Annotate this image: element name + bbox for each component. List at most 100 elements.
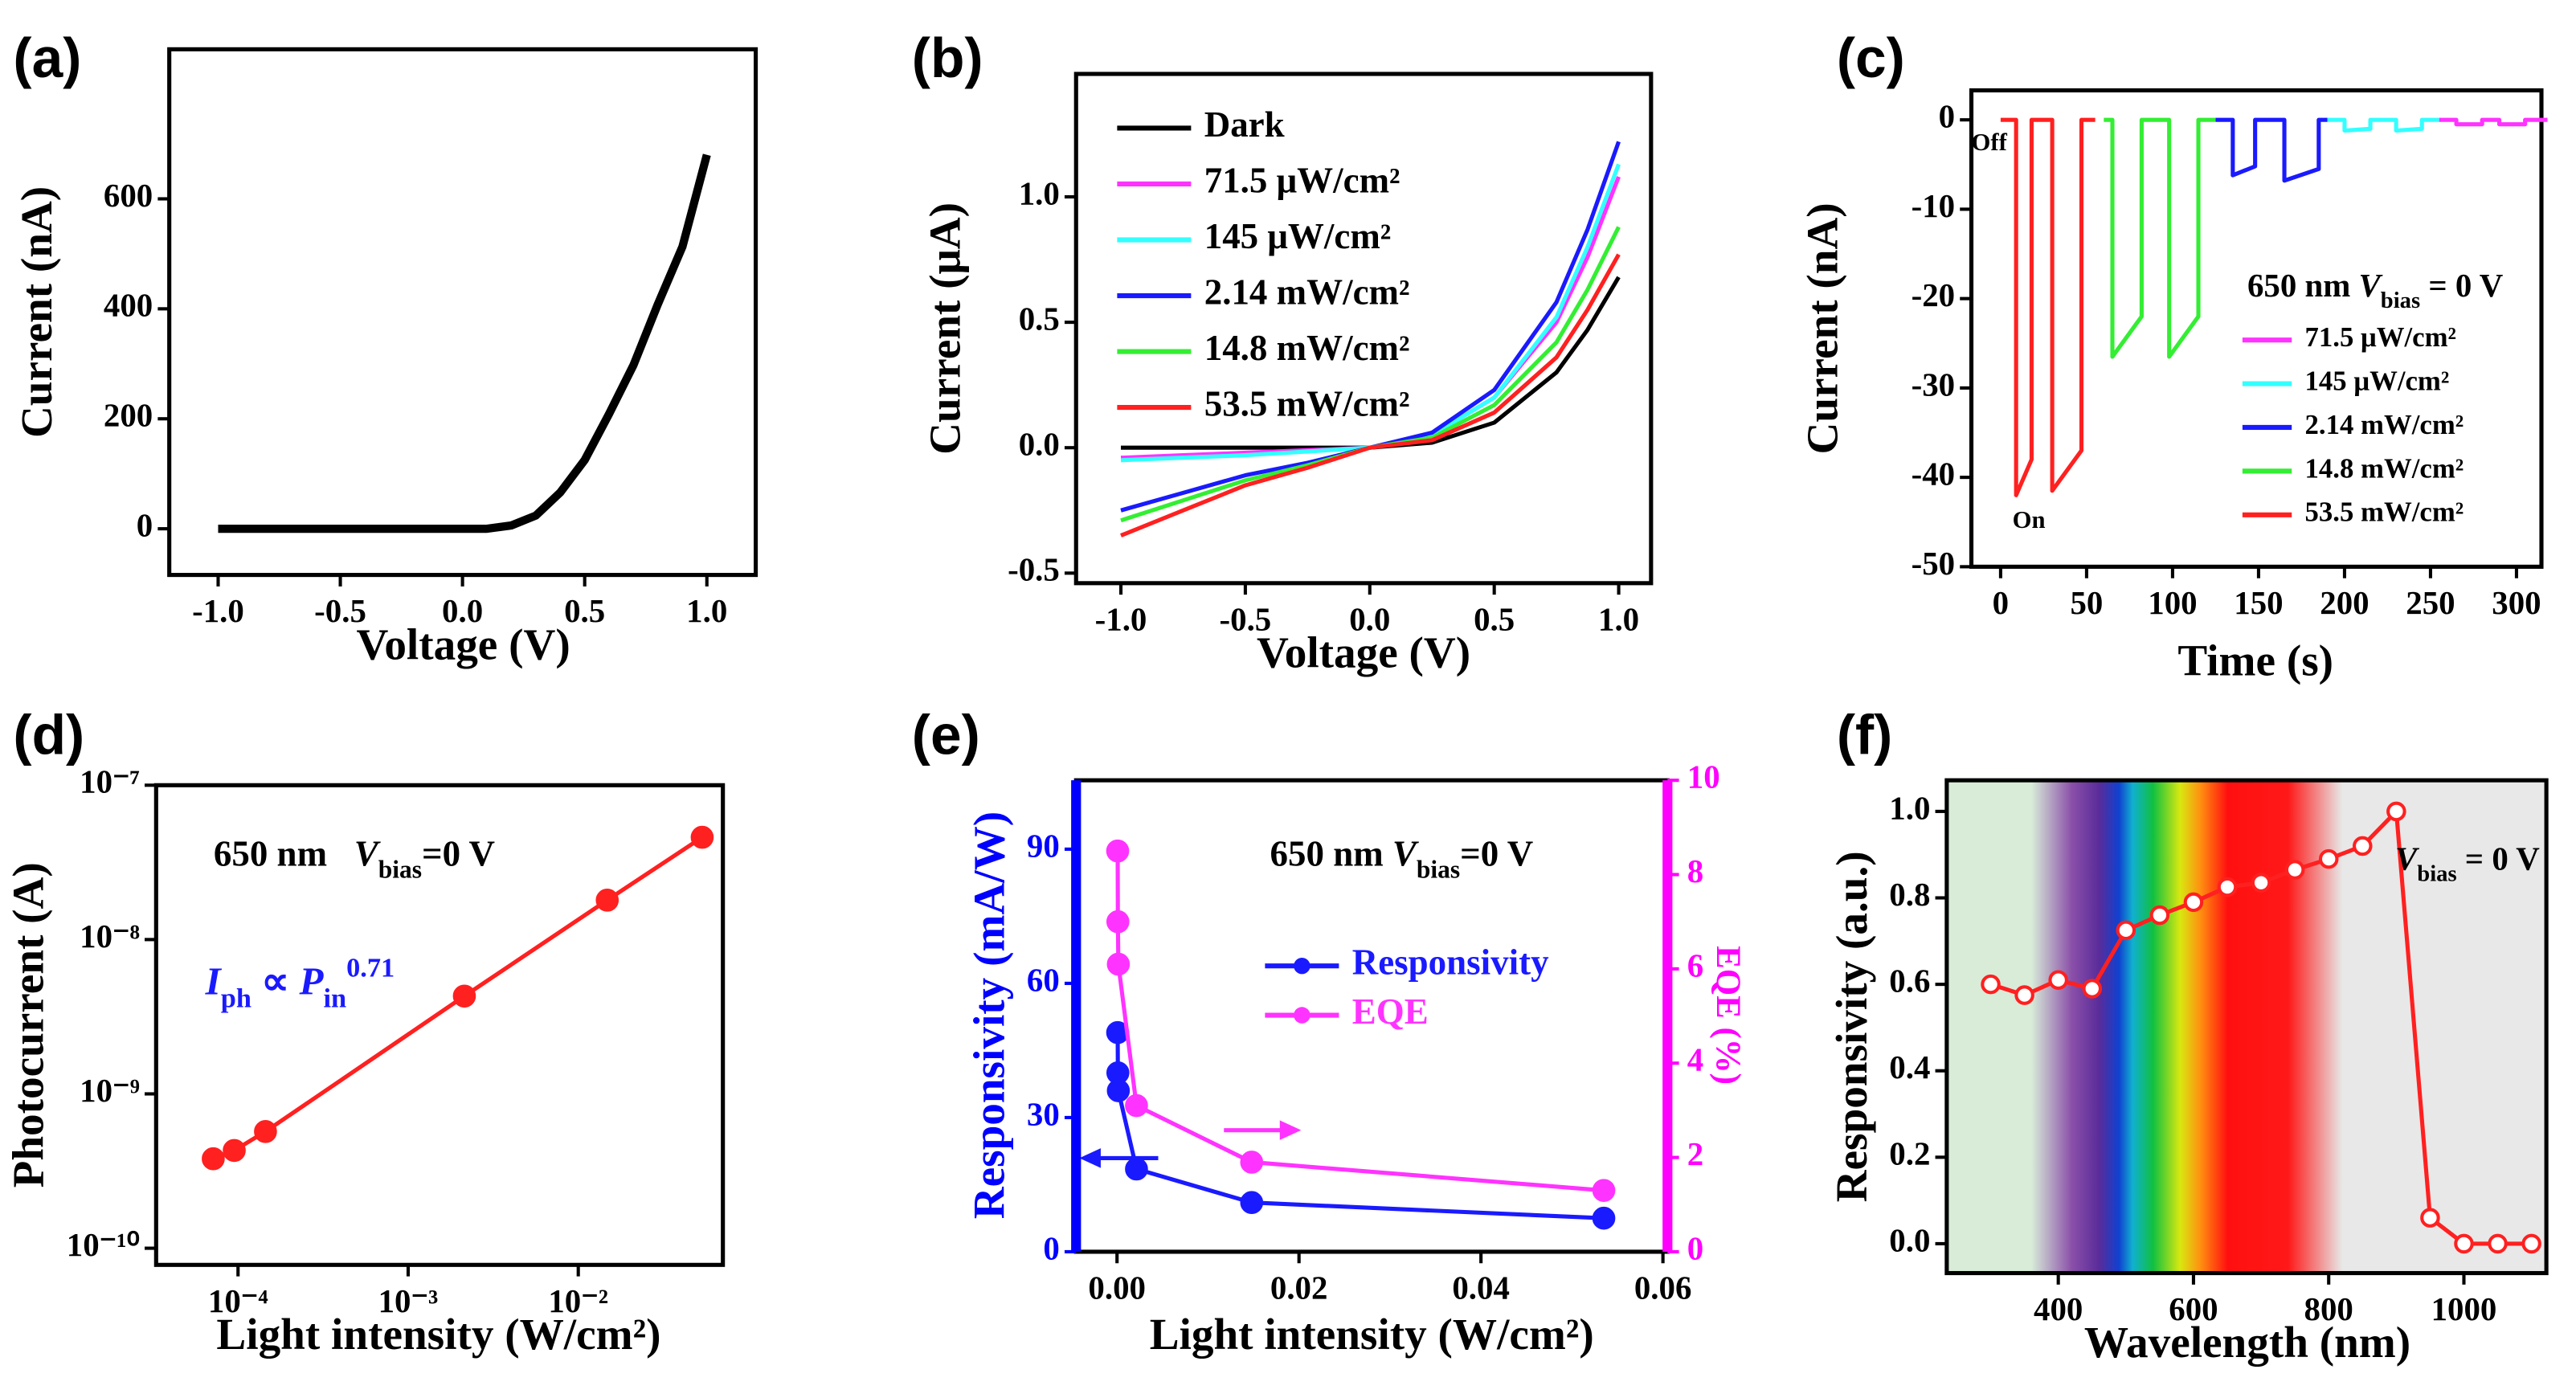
data-point [2149, 905, 2170, 926]
x-tick-label: 150 [2234, 585, 2283, 621]
annotation: 650 nm Vbias=0 V [214, 834, 495, 883]
y-tick-label: 10⁻⁹ [80, 1073, 140, 1109]
y-tick-label: 1.0 [1889, 790, 1930, 826]
annotation-part: 0.71 [346, 953, 395, 983]
plot-frame [167, 47, 758, 578]
series-line [1120, 226, 1621, 523]
legend-label: 53.5 mW/cm² [2305, 497, 2464, 528]
x-tick-label: 50 [2070, 585, 2103, 621]
arrow-head [1279, 1120, 1302, 1140]
panel-label: (d) [13, 703, 84, 766]
legend-marker [1294, 957, 1310, 975]
x-tick-label: 400 [2034, 1291, 2083, 1327]
x-tick-label: 600 [2169, 1291, 2218, 1327]
y2-tick-label: 2 [1687, 1136, 1703, 1172]
data-point [2420, 1208, 2440, 1228]
x-tick-label: -1.0 [192, 593, 244, 629]
x-tick-label: 10⁻³ [378, 1283, 439, 1319]
y2-tick-label: 6 [1687, 947, 1703, 983]
series-line [2215, 117, 2328, 183]
annotation-part: = 0 V [2420, 268, 2504, 304]
x-tick-label: -0.5 [1220, 601, 1272, 637]
annotation: Off [1972, 129, 2008, 156]
annotation: On [2013, 506, 2046, 533]
annotation-part: V [2395, 841, 2420, 877]
x-tick-label: 0.5 [1474, 601, 1515, 637]
y2-tick-label: 4 [1687, 1042, 1703, 1078]
annotation-part: =0 V [422, 834, 495, 874]
spectrum-background [1946, 780, 2547, 1273]
data-point [2048, 970, 2068, 990]
plot-frame [1969, 88, 2544, 569]
panel-label: (e) [912, 703, 980, 766]
y-tick-label: 0 [137, 507, 153, 543]
data-point [1981, 974, 2001, 995]
y2-tick-label: 0 [1687, 1230, 1703, 1266]
series-line [2327, 117, 2439, 133]
y-axis-title: Responsivity (mA/W) [965, 811, 1014, 1219]
panel-label: (a) [13, 27, 81, 89]
annotation-part: =0 V [1460, 834, 1533, 874]
series-line [1120, 253, 1621, 538]
data-point [1592, 1179, 1616, 1202]
data-point [2454, 1233, 2474, 1254]
legend-label: 2.14 mW/cm² [2305, 409, 2464, 440]
data-point [2386, 801, 2406, 822]
x-tick-label: 1000 [2431, 1291, 2497, 1327]
legend-label: 14.8 mW/cm² [1204, 328, 1410, 368]
annotation-part: Off [1972, 129, 2008, 156]
x-tick-label: 100 [2148, 585, 2197, 621]
data-point [2251, 873, 2271, 893]
y-tick-label: 0 [1939, 99, 1955, 135]
series-line [1115, 851, 1605, 1193]
legend-label: 2.14 mW/cm² [1204, 272, 1410, 312]
panel-label: (b) [912, 27, 983, 89]
data-point [2488, 1233, 2508, 1254]
x-axis-title: Voltage (V) [357, 619, 570, 668]
y-tick-label: 10⁻⁷ [80, 764, 140, 800]
y-axis-title: Responsivity (a.u.) [1827, 851, 1876, 1202]
series-line [1120, 141, 1621, 513]
y-tick-label: -10 [1912, 188, 1956, 224]
y-tick-label: -30 [1912, 366, 1956, 403]
y-tick-label: 10⁻⁸ [80, 918, 140, 955]
y-axis-title: Photocurrent (A) [4, 862, 53, 1188]
y-tick-label: 0.4 [1889, 1049, 1930, 1085]
data-point [1106, 1079, 1131, 1102]
data-point [690, 825, 714, 849]
x-tick-label: 0.02 [1270, 1269, 1328, 1306]
y-tick-label: 0.6 [1889, 963, 1930, 1000]
data-point [2284, 860, 2305, 880]
y-tick-label: 0.5 [1019, 300, 1060, 337]
annotation-part: bias [2381, 287, 2420, 313]
annotation-part: 650 nm [1270, 834, 1392, 874]
x-axis-title: Voltage (V) [1257, 628, 1470, 677]
x-tick-label: 1.0 [686, 593, 727, 629]
data-point [2217, 877, 2238, 897]
x-axis-title: Time (s) [2177, 636, 2333, 685]
annotation-part: V [354, 834, 382, 874]
annotation-part: 650 nm [2247, 268, 2359, 304]
y-tick-label: 0.0 [1019, 427, 1060, 463]
x-tick-label: 0.5 [564, 593, 605, 629]
data-point [1125, 1157, 1148, 1181]
y-tick-label: 0.8 [1889, 877, 1930, 913]
y-axis-title: Current (nA) [12, 186, 61, 438]
y2-axis-title: EQE (%) [1709, 946, 1747, 1085]
y-tick-label: -50 [1912, 546, 1956, 582]
data-point [595, 889, 619, 912]
y-tick-label: 200 [104, 398, 153, 434]
x-axis-title: Light intensity (W/cm²) [1150, 1310, 1594, 1359]
annotation: Iph ∝ Pin0.71 [205, 953, 395, 1014]
data-point [1106, 839, 1130, 863]
x-tick-label: 1.0 [1598, 601, 1639, 637]
data-point [2183, 892, 2204, 913]
y-tick-label: 90 [1027, 828, 1060, 864]
annotation-part: P [298, 959, 324, 1004]
y2-tick-label: 10 [1687, 759, 1720, 795]
annotation-part: I [205, 959, 223, 1004]
legend-label: 71.5 μW/cm² [1204, 160, 1400, 200]
data-point [1106, 910, 1130, 934]
series-line [218, 153, 711, 533]
x-tick-label: 0.06 [1634, 1269, 1692, 1306]
